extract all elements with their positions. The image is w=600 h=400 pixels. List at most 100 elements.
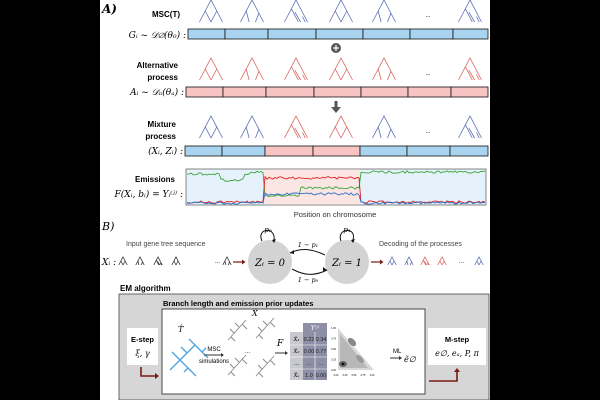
alt-label-2: process [147, 73, 178, 82]
density-x-tick: 0.50 [352, 374, 357, 377]
alt-label-1: Alternative [137, 61, 179, 70]
mix-sequence-bar [184, 145, 489, 157]
msc-sim-label-1: MSC [207, 347, 221, 353]
gene-tree-icon [329, 115, 353, 139]
bar-segment-blue [221, 145, 266, 157]
em-title: EM algorithm [120, 284, 171, 293]
decoding-label: Decoding of the processes [379, 241, 462, 248]
density-y-tick: 0.25 [331, 359, 336, 362]
bar-segment-pink [450, 86, 489, 98]
bar-segment-pink [407, 86, 452, 98]
emission-line-red [186, 175, 486, 204]
mstep-arrow-icon [429, 372, 458, 382]
ml-label: ML [393, 349, 402, 355]
estep-box [127, 328, 158, 365]
estep-title: E-step [131, 335, 154, 344]
simulated-tree-icon [255, 355, 276, 378]
decoded-tree-icon [404, 256, 414, 266]
table-cell: 0.00 [304, 349, 315, 355]
input-tree-sequence [118, 256, 232, 266]
hmm-state-1: Zᵢ = 1 [325, 240, 369, 284]
mstep-params: e∅, eₐ, P, π [435, 349, 479, 358]
msc-label: MSC(T) [152, 10, 180, 19]
emission-line-green [186, 170, 486, 197]
mix-tree-row: ... [199, 115, 482, 139]
estep-arrowhead [155, 373, 159, 379]
msc-sim-arrow-icon [221, 353, 224, 357]
density-y-tick: 1.00 [331, 327, 336, 330]
table-cell: 0.22 [304, 337, 315, 343]
sim-ellipsis: ... [245, 349, 250, 355]
gene-tree-icon [372, 115, 396, 139]
e-tilde-label: ẽ∅ [404, 355, 417, 364]
self-prob-1: p₁ [343, 226, 350, 234]
density-peak [347, 337, 357, 347]
msc-formula: Gᵢ ~ 𝒟∅(θ₀) : [129, 30, 186, 41]
table-row-label: X̃₂ [292, 348, 299, 355]
table-cell: 1.0 [305, 373, 313, 379]
gene-tree-icon [458, 0, 482, 23]
f-arrow-icon [285, 351, 288, 355]
simulated-tree-icon [227, 319, 248, 342]
bar-segment-blue [359, 145, 408, 157]
gene-tree-icon [372, 0, 396, 23]
gene-tree-icon [284, 0, 308, 23]
ml-arrow-icon [399, 356, 402, 360]
bar-segment-blue [362, 28, 411, 40]
arrow-down-icon [331, 101, 341, 113]
input-tree-icon [153, 256, 163, 266]
emissions-label: Emissions [135, 175, 176, 184]
emission-line-blue [186, 192, 486, 205]
input-ellipsis: ... [215, 259, 220, 265]
simulated-tree-icon [227, 354, 248, 377]
trans-prob-to1: 1 − p₀ [298, 276, 319, 284]
density-x-tick: 0.25 [343, 374, 348, 377]
table-cell: ... [319, 361, 324, 367]
gene-tree-icon [240, 115, 264, 139]
emissions-formula: F(Xᵢ, bᵢ) = Yᵢ⁽ʲ⁾ : [114, 189, 183, 200]
table-cell: 0.34 [316, 337, 327, 343]
panel-b-label: B) [101, 220, 114, 233]
table-cell: ... [307, 361, 312, 367]
gene-tree-icon [284, 115, 308, 139]
output-arrow-icon [371, 259, 384, 265]
bar-segment-blue [452, 28, 489, 40]
mstep-title: M-step [445, 335, 470, 344]
table-row-label: X̃₁ [292, 336, 299, 343]
mix-formula: (Xᵢ, Zᵢ) : [148, 146, 183, 157]
density-x-tick: 0.00 [334, 374, 339, 377]
bar-segment-pink [312, 145, 361, 157]
msc-sequence-bar [187, 28, 489, 40]
bar-segment-pink [265, 86, 315, 98]
msc-sim-label-2: simulations [199, 359, 229, 365]
gene-tree-icon [199, 57, 223, 81]
bar-segment-pink [222, 86, 267, 98]
table-header: Y⁽ʲ⁾ [311, 325, 320, 332]
simulated-trees-label: X̃ [251, 309, 258, 318]
hmm-state-0: Zᵢ = 0 [248, 240, 292, 284]
decoding-ellipsis: ... [459, 259, 464, 265]
density-peak [356, 355, 364, 363]
simulated-trees [227, 317, 276, 378]
alt-tree-row: ... [199, 57, 482, 81]
gene-tree-icon [199, 0, 223, 23]
bar-segment-blue [409, 28, 454, 40]
decoded-tree-icon [420, 256, 430, 266]
input-formula: Xᵢ : [101, 258, 116, 268]
tree-ellipsis: ... [425, 13, 430, 19]
density-y-tick: 0.75 [331, 338, 336, 341]
decoded-tree-sequence [387, 256, 484, 266]
bar-segment-blue [184, 145, 223, 157]
density-x-tick: 1.00 [370, 374, 375, 377]
gene-tree-icon [329, 0, 353, 23]
decoded-tree-icon [474, 256, 484, 266]
table-row-label: ... [294, 361, 299, 367]
gene-tree-icon [284, 57, 308, 81]
trans-prob-to0: 1 − p₁ [298, 241, 318, 249]
gene-tree-icon [329, 57, 353, 81]
density-y-tick: 0.50 [331, 348, 336, 351]
emissions-plot [185, 168, 487, 206]
bar-segment-pink [185, 86, 224, 98]
density-y-tick: 0.00 [331, 369, 336, 372]
